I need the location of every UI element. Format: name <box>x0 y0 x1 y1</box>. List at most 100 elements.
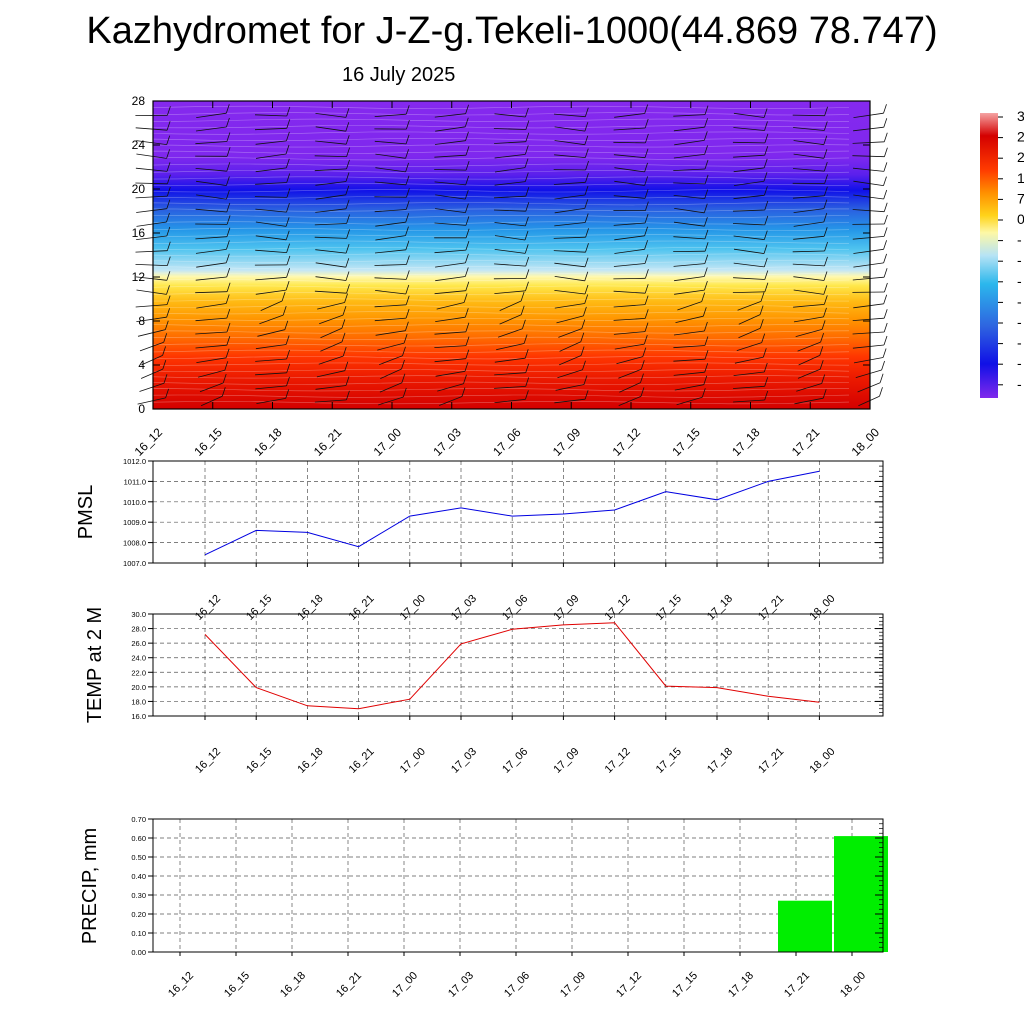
wind-barb-flag <box>704 189 709 199</box>
wind-barb <box>613 290 646 294</box>
wind-barb <box>613 318 646 321</box>
wind-barb-flag <box>225 348 230 358</box>
wind-barb <box>435 194 466 200</box>
wind-barb <box>255 221 287 227</box>
wind-barb-flag <box>823 212 828 223</box>
isotherm <box>152 137 850 142</box>
wind-barb-flag <box>704 174 709 185</box>
wind-barb <box>792 250 825 253</box>
colorbar-label: 2 <box>1017 129 1024 145</box>
wind-barb-flag <box>346 159 350 170</box>
wind-barb-flag <box>645 201 649 211</box>
wind-barb-flag <box>704 229 709 240</box>
wind-barb <box>434 345 467 348</box>
isotherm <box>152 182 850 186</box>
isotherm <box>152 381 850 385</box>
wind-barb-flag <box>704 280 708 291</box>
wind-barb-flag <box>823 307 827 318</box>
wind-barb <box>738 314 761 325</box>
wind-barb-flag <box>345 199 350 209</box>
plot-frame <box>152 818 884 953</box>
wind-barb-flag <box>640 387 645 397</box>
wind-barb <box>673 154 705 159</box>
wind-barb <box>136 316 167 322</box>
wind-barb <box>737 301 762 311</box>
wind-barb-flag <box>226 147 231 157</box>
wind-barb-flag <box>759 305 764 315</box>
wind-barb <box>614 180 645 186</box>
y-tick-label: 1012.0 <box>123 457 146 466</box>
wind-barb-flag <box>525 256 530 267</box>
y-axis: 1007.0 1008.0 1009.0 1010.0 1011.0 1012.0 <box>123 457 883 568</box>
wind-barb-flag <box>226 162 231 172</box>
wind-barb <box>199 382 224 393</box>
wind-barb-flag <box>764 133 769 144</box>
wind-barb <box>733 127 765 131</box>
x-tick-label: 16_12 <box>193 593 223 623</box>
wind-barb <box>853 126 884 132</box>
wind-barb-flag <box>465 336 470 346</box>
wind-barb-flag <box>406 119 410 130</box>
wind-barb <box>733 277 765 280</box>
wind-barb-flag <box>226 176 230 186</box>
wind-barb-flag <box>345 172 350 182</box>
wind-barb-flag <box>704 242 709 252</box>
precip-bar <box>834 836 888 952</box>
wind-barb-flag <box>703 131 708 141</box>
temp-2m-line <box>204 622 820 710</box>
wind-barb <box>733 154 765 158</box>
wind-barb-flag <box>883 162 888 172</box>
wind-barb-flag <box>286 243 290 253</box>
wind-barb-flag <box>226 202 231 213</box>
wind-barb <box>798 355 820 366</box>
wind-barb <box>794 397 824 405</box>
wind-barb-flag <box>226 322 231 333</box>
wind-barb-flag <box>524 349 529 359</box>
wind-barb-flag <box>764 390 769 401</box>
isotherm <box>152 291 850 296</box>
wind-barb <box>733 112 765 118</box>
wind-barb-flag <box>166 121 171 131</box>
x-tick-label: 17_03 <box>449 746 479 776</box>
x-tick-label: 17_06 <box>502 970 532 1000</box>
x-tick-label: 17_00 <box>390 970 420 1000</box>
x-axis: 16_12 16_15 16_18 16_21 17_00 17_03 17_06 17_09… <box>193 716 838 776</box>
wind-barb <box>674 208 705 214</box>
x-tick-label: 17_00 <box>371 425 405 459</box>
wind-barb <box>435 208 466 213</box>
wind-barb-flag <box>645 133 649 144</box>
wind-barb <box>195 291 228 294</box>
x-tick-label: 17_09 <box>558 970 588 1000</box>
wind-barb <box>196 194 227 200</box>
wind-barb-flag <box>884 282 888 293</box>
wind-barb <box>554 126 585 132</box>
x-tick-label: 17_12 <box>603 746 633 776</box>
isotherm <box>152 247 850 251</box>
wind-barb-flag <box>226 282 231 292</box>
wind-barb-flag <box>405 175 410 185</box>
wind-barb <box>196 112 227 118</box>
wind-barb-flag <box>584 121 589 132</box>
wind-barb <box>852 317 885 321</box>
wind-barb <box>374 113 407 117</box>
wind-barb-flag <box>465 322 470 332</box>
wind-barb <box>315 208 347 213</box>
y-tick-label: 1008.0 <box>123 539 146 548</box>
wind-barb-flag <box>166 295 171 305</box>
isotherm <box>152 304 850 308</box>
isotherm <box>152 176 850 180</box>
wind-barb <box>559 355 582 366</box>
wind-barb-flag <box>524 230 529 241</box>
wind-barb <box>434 222 466 226</box>
wind-barb <box>673 263 705 267</box>
x-tick-label: 17_12 <box>603 593 633 623</box>
y-tick-label: 0.70 <box>131 815 146 824</box>
colorbar-labels: 3 2 2 1 7 0 - - - - - - - - <box>998 108 1024 392</box>
wind-barb <box>673 114 706 117</box>
precip-bar <box>778 900 832 952</box>
wind-barb <box>315 194 346 200</box>
wind-barb <box>195 249 227 254</box>
wind-barb <box>494 386 526 389</box>
wind-barb <box>733 385 765 389</box>
